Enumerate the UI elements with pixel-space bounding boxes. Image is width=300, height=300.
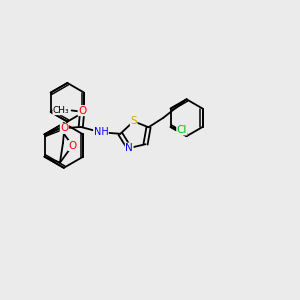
Text: CH₃: CH₃ (52, 106, 69, 115)
Text: O: O (78, 106, 86, 116)
Text: S: S (130, 116, 137, 126)
Text: O: O (68, 140, 76, 151)
Text: Cl: Cl (177, 125, 187, 135)
Text: O: O (60, 124, 68, 134)
Text: NH: NH (94, 127, 108, 137)
Text: N: N (125, 143, 133, 153)
